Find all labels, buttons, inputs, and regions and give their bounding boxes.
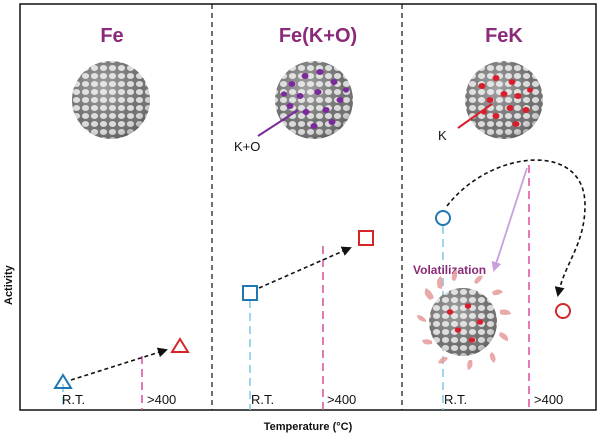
rt-marker-panel-3 bbox=[435, 210, 451, 226]
hot-marker-panel-3 bbox=[555, 303, 571, 319]
rt-label-panel-1: R.T. bbox=[62, 392, 85, 407]
panel-title-fe-k-o: Fe(K+O) bbox=[279, 25, 357, 47]
volatilization-label: Volatilization bbox=[413, 263, 486, 277]
hot-marker-panel-2 bbox=[358, 230, 374, 246]
trend-arrow-panel-3 bbox=[446, 159, 586, 297]
hot-label-panel-1: >400 bbox=[147, 392, 176, 407]
trend-arrow-panel-1 bbox=[70, 347, 168, 381]
hot-label-panel-2: >400 bbox=[327, 392, 356, 407]
hot-marker-panel-1 bbox=[170, 337, 190, 353]
fe-particle-sphere bbox=[72, 61, 150, 139]
k-callout-line bbox=[457, 103, 493, 129]
hot-label-panel-3: >400 bbox=[534, 392, 563, 407]
rt-label-panel-2: R.T. bbox=[251, 392, 274, 407]
fek-particle-sphere bbox=[465, 61, 543, 139]
volatilizing-particle-sphere bbox=[417, 270, 511, 370]
rt-marker-panel-1 bbox=[53, 373, 73, 389]
x-axis-label: Temperature (°C) bbox=[264, 421, 353, 433]
fe-k-o-particle-sphere bbox=[275, 61, 353, 139]
k-o-callout-line bbox=[257, 109, 299, 137]
panel-title-fek: FeK bbox=[485, 25, 523, 47]
panel-title-fe: Fe bbox=[100, 25, 123, 47]
rt-marker-panel-2 bbox=[242, 285, 258, 301]
k-o-callout-label: K+O bbox=[234, 139, 260, 154]
y-axis-label: Activity bbox=[3, 264, 15, 305]
trend-arrow-panel-2 bbox=[258, 246, 352, 289]
volatilization-arrow bbox=[491, 167, 528, 272]
rt-label-panel-3: R.T. bbox=[444, 392, 467, 407]
plot-frame bbox=[19, 3, 597, 411]
k-callout-label: K bbox=[438, 128, 447, 143]
